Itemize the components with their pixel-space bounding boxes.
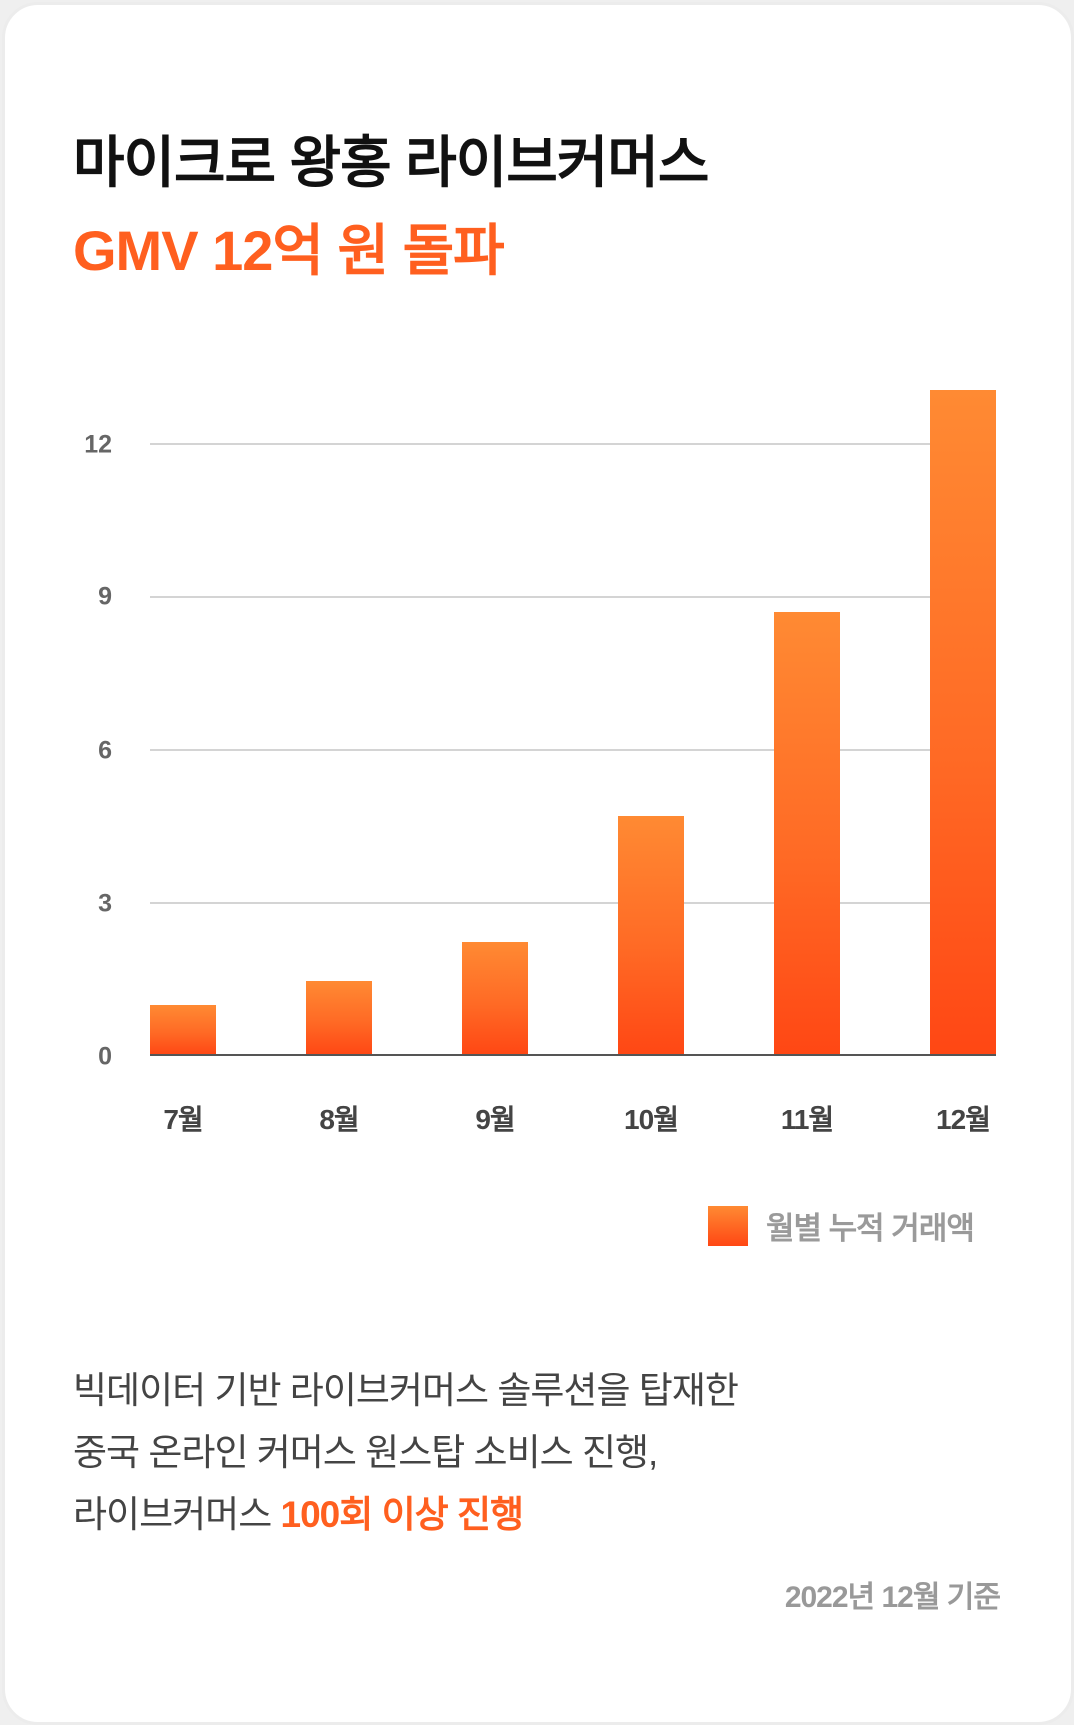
x-axis-line bbox=[150, 1054, 996, 1056]
description-line-3: 라이브커머스 100회 이상 진행 bbox=[73, 1484, 738, 1546]
gridline bbox=[150, 596, 996, 598]
bar-jul bbox=[150, 1005, 216, 1055]
description-line-3-prefix: 라이브커머스 bbox=[73, 1494, 281, 1535]
y-tick-label: 0 bbox=[98, 1042, 112, 1071]
title-line-1: 마이크로 왕홍 라이브커머스 bbox=[73, 131, 709, 194]
y-tick-label: 9 bbox=[98, 582, 112, 611]
description-line-2: 중국 온라인 커머스 원스탑 소비스 진행, bbox=[73, 1432, 658, 1473]
footnote-date: 2022년 12월 기준 bbox=[784, 1581, 1001, 1614]
description-line-1: 빅데이터 기반 라이브커머스 솔루션을 탑재한 bbox=[73, 1370, 739, 1411]
bar-dec bbox=[930, 390, 996, 1055]
chart-legend: 월별 누적 거래액 bbox=[708, 1203, 975, 1248]
bar-oct bbox=[618, 816, 684, 1055]
gridline bbox=[150, 443, 996, 445]
y-tick-label: 6 bbox=[98, 736, 112, 765]
legend-swatch-icon bbox=[708, 1205, 748, 1246]
bar-nov bbox=[774, 612, 840, 1055]
x-tick-label: 11월 bbox=[780, 1104, 834, 1135]
title-line-2-highlight: GMV 12억 원 돌파 bbox=[73, 219, 505, 282]
legend-label: 월별 누적 거래액 bbox=[766, 1211, 975, 1246]
description-highlight: 100회 이상 진행 bbox=[280, 1494, 524, 1535]
x-tick-label: 8월 bbox=[319, 1104, 359, 1135]
y-tick-label: 12 bbox=[84, 430, 112, 459]
bar-sep bbox=[462, 942, 528, 1055]
x-tick-label: 9월 bbox=[475, 1104, 515, 1135]
x-tick-label: 7월 bbox=[163, 1104, 203, 1135]
gridline bbox=[150, 749, 996, 751]
x-tick-label: 10월 bbox=[624, 1104, 679, 1135]
gridline bbox=[150, 902, 996, 904]
x-tick-label: 12월 bbox=[936, 1104, 991, 1135]
bar-aug bbox=[306, 981, 372, 1055]
description: 빅데이터 기반 라이브커머스 솔루션을 탑재한 중국 온라인 커머스 원스탑 소… bbox=[73, 1360, 739, 1546]
y-tick-label: 3 bbox=[98, 889, 112, 918]
bar-chart: 12 9 6 3 0 7월 8월 9월 10월 11월 12월 월별 누적 거래… bbox=[84, 390, 996, 1248]
